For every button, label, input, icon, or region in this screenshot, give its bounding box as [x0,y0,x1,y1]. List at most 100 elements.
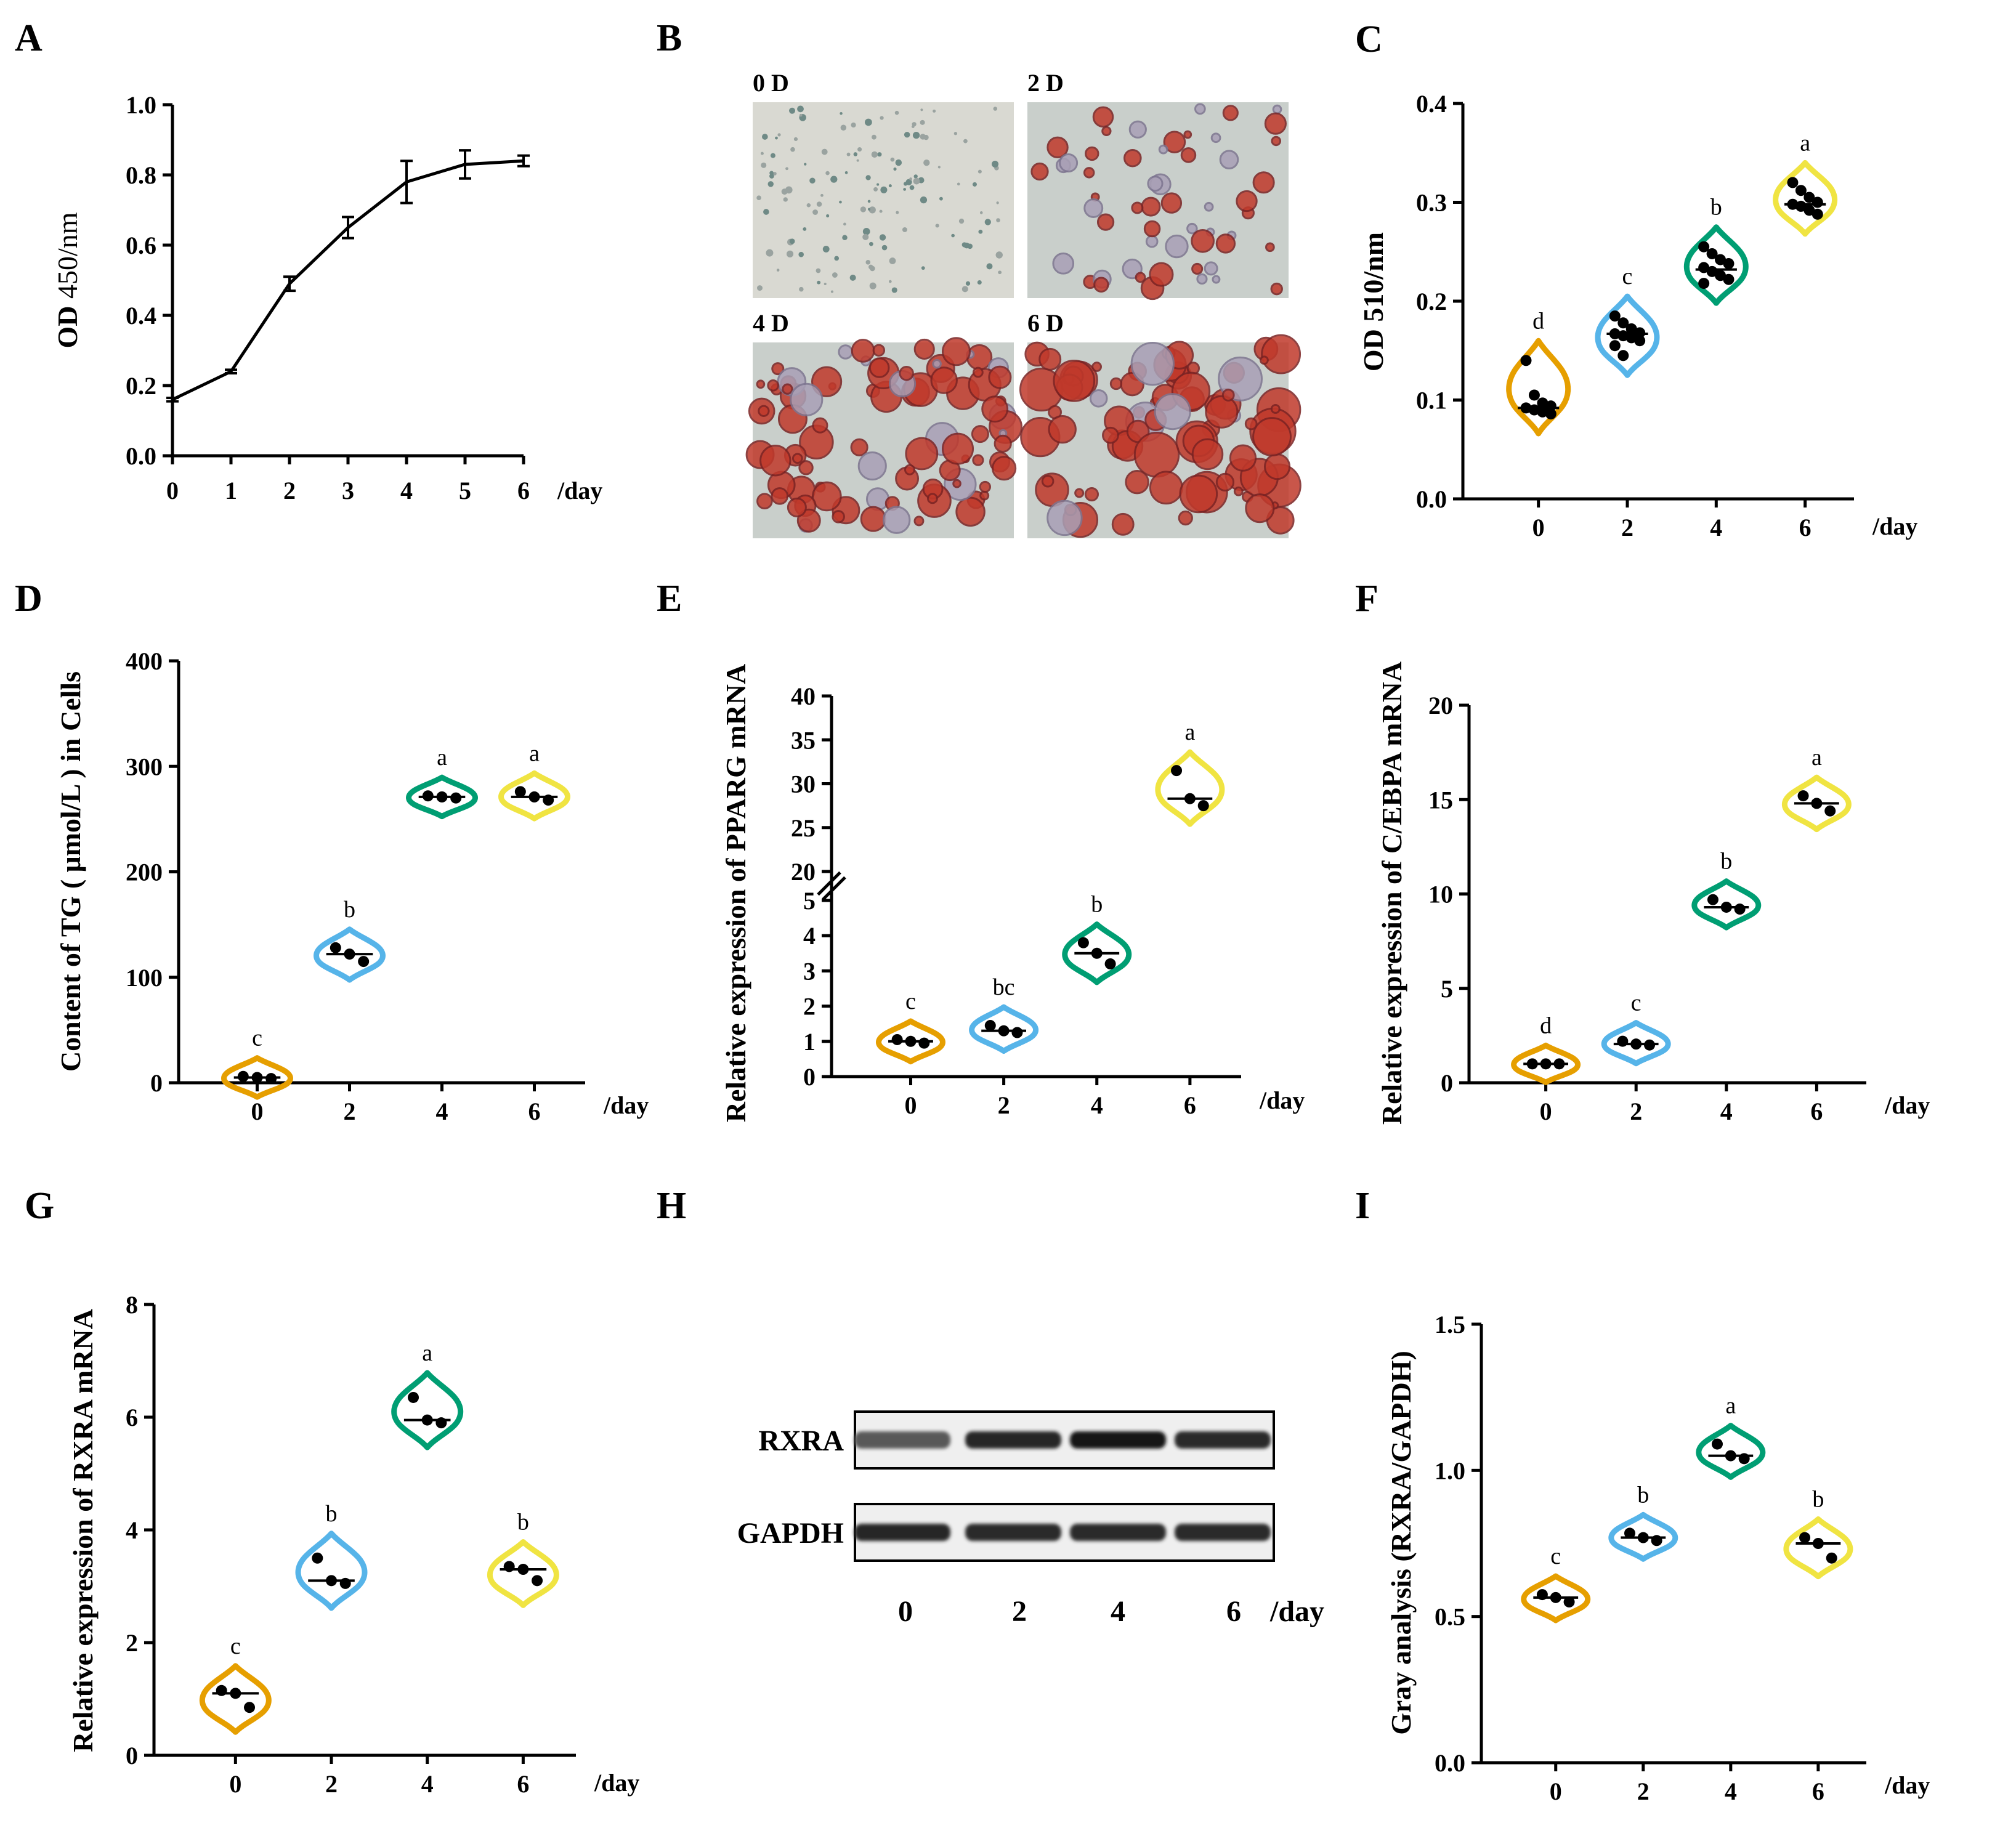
lipid-droplet [1270,403,1281,414]
lipid-droplet [1194,103,1206,115]
cell-dot [781,188,788,195]
lipid-droplet [1109,377,1123,390]
x-tick-label: 2 [344,1098,356,1125]
lipid-droplet [860,506,886,532]
cell-dot [865,175,871,180]
x-tick-label: 4 [400,477,413,504]
data-point [1698,262,1710,273]
violin-shape [487,1539,559,1608]
x-tick-label: 1 [225,477,237,504]
x-tick-label: 6 [1812,1777,1824,1805]
data-point [1715,254,1727,265]
cell-dot [772,172,777,176]
cell-dot [849,274,856,281]
lipid-droplet [1191,262,1204,275]
y-tick-label: 0.0 [1435,1749,1465,1777]
data-point [436,791,448,803]
data-point [408,1391,419,1403]
data-point [1637,1532,1649,1543]
data-point [1550,1591,1561,1603]
y-tick-label: 3 [803,957,816,985]
lipid-droplet [1196,273,1208,285]
x-tick-label: 0 [1550,1777,1562,1805]
x-tick-label: 2 [1637,1777,1650,1805]
lipid-droplet [913,338,935,360]
x-unit-label: /day [1884,1771,1930,1799]
lipid-droplet [1085,146,1099,161]
cell-dot [846,152,851,156]
data-point [1738,1453,1750,1465]
data-point [1797,790,1809,802]
lipid-droplet [1244,417,1258,431]
violin-shape [1595,293,1660,378]
data-point [1812,1538,1824,1549]
significance-letter: a [1725,1393,1736,1419]
lipid-droplet [1233,486,1244,496]
cell-dot [958,218,965,224]
y-tick-label: 25 [791,814,816,842]
data-point [265,1073,277,1085]
lipid-droplet [832,510,845,524]
x-tick-label: 5 [459,477,471,504]
data-point [1526,1058,1538,1070]
y-tick-label: 0.0 [1416,485,1447,513]
lipid-droplet [1204,201,1214,212]
panel-b: B 0 D 2 D 4 D 6 D [657,17,1301,538]
lipid-droplet [979,480,991,493]
significance-letter: c [230,1633,241,1659]
lipid-droplet [1205,395,1239,429]
cell-dot [876,183,880,186]
lipid-droplet [1204,261,1218,276]
cell-dot [789,107,796,114]
cell-dot [812,209,819,215]
cell-dot [793,137,798,141]
cell-dot [920,119,925,125]
lane-label: 6 [1226,1595,1241,1628]
y-tick-label: 2 [803,993,816,1021]
micrograph-background [753,102,1014,298]
significance-letter: b [1091,892,1103,918]
lipid-droplet [1096,213,1115,231]
panel-f: F Relative expression of C/EBPA mRNA 0 5 10 1… [1355,578,1930,1125]
x-tick-label: 6 [528,1098,541,1125]
violin-shape [314,926,386,983]
lipid-droplet [972,366,984,378]
y-tick-label: 40 [791,682,816,710]
cell-dot [888,280,892,283]
lipid-droplet [994,434,1012,453]
significance-letter: a [529,740,540,766]
lipid-droplet [992,456,1017,481]
lipid-droplet [981,395,1009,423]
data-point [421,1414,433,1426]
series-line [171,159,524,402]
cell-dot [862,233,869,240]
cell-dot [783,197,788,202]
data-point [532,1575,543,1587]
lipid-droplet [1084,487,1099,502]
cell-dot [881,245,888,251]
cell-dot [957,182,960,186]
lane-label: 0 [898,1595,913,1628]
cell-dot [769,171,774,176]
lipid-droplet [811,481,842,512]
y-tick-label: 6 [126,1404,138,1431]
cell-dot [797,105,804,113]
lipid-droplet [941,432,974,465]
data-point [1698,241,1710,253]
y-tick-label: 0.6 [126,232,156,259]
violin-shape [391,1370,464,1450]
data-point [1711,1438,1723,1450]
lipid-droplet [1130,341,1175,386]
data-point [905,1035,917,1047]
axes [1467,705,1866,1085]
panel-letter: E [657,578,682,620]
cell-dot [785,167,788,171]
violin-shape [1521,1573,1591,1624]
cell-dot [760,152,764,155]
lipid-droplet [972,454,984,466]
data-point [1723,273,1735,285]
cell-dot [756,195,761,201]
cell-dot [911,125,915,128]
cell-dot [890,157,895,162]
cell-dot [937,166,941,169]
